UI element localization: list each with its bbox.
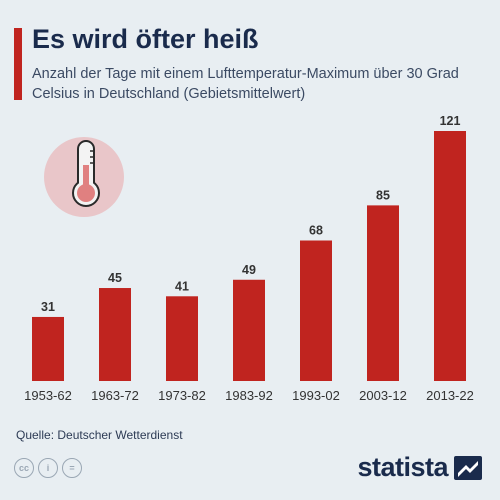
category-label: 1993-02 — [292, 388, 340, 403]
value-label: 49 — [242, 263, 256, 277]
license-icons: cc i = — [14, 458, 82, 478]
bar-1963-72 — [99, 288, 131, 381]
brand-name: statista — [357, 452, 448, 482]
category-label: 1953-62 — [24, 388, 72, 403]
category-label: 1983-92 — [225, 388, 273, 403]
value-label: 85 — [376, 188, 390, 202]
value-label: 68 — [309, 224, 323, 238]
thermometer-icon — [44, 137, 124, 217]
value-label: 41 — [175, 279, 189, 293]
bar-chart: 31 1953-62 45 1963-72 41 1973-82 49 1983-92 68 19… — [24, 114, 474, 403]
bar-2013-22 — [434, 131, 466, 381]
value-label: 121 — [440, 114, 461, 128]
bar-1973-82 — [166, 296, 198, 381]
category-label: 2003-12 — [359, 388, 407, 403]
category-label: 2013-22 — [426, 388, 474, 403]
statista-logo[interactable]: statista — [357, 452, 482, 483]
nd-icon[interactable]: = — [62, 458, 82, 478]
source-note: Quelle: Deutscher Wetterdienst — [16, 428, 183, 442]
value-label: 31 — [41, 300, 55, 314]
bar-2003-12 — [367, 205, 399, 381]
chart-title: Es wird öfter heiß — [32, 24, 259, 54]
chart-subtitle: Anzahl der Tage mit einem Lufttemperatur… — [32, 66, 459, 102]
cc-icon[interactable]: cc — [14, 458, 34, 478]
title-accent-bar — [14, 28, 22, 100]
statista-logo-icon — [454, 455, 482, 480]
category-label: 1973-82 — [158, 388, 206, 403]
value-label: 45 — [108, 271, 122, 285]
bar-1983-92 — [233, 279, 265, 381]
bar-1993-02 — [300, 240, 332, 381]
by-icon[interactable]: i — [38, 458, 58, 478]
category-label: 1963-72 — [91, 388, 139, 403]
bar-1953-62 — [32, 316, 64, 381]
